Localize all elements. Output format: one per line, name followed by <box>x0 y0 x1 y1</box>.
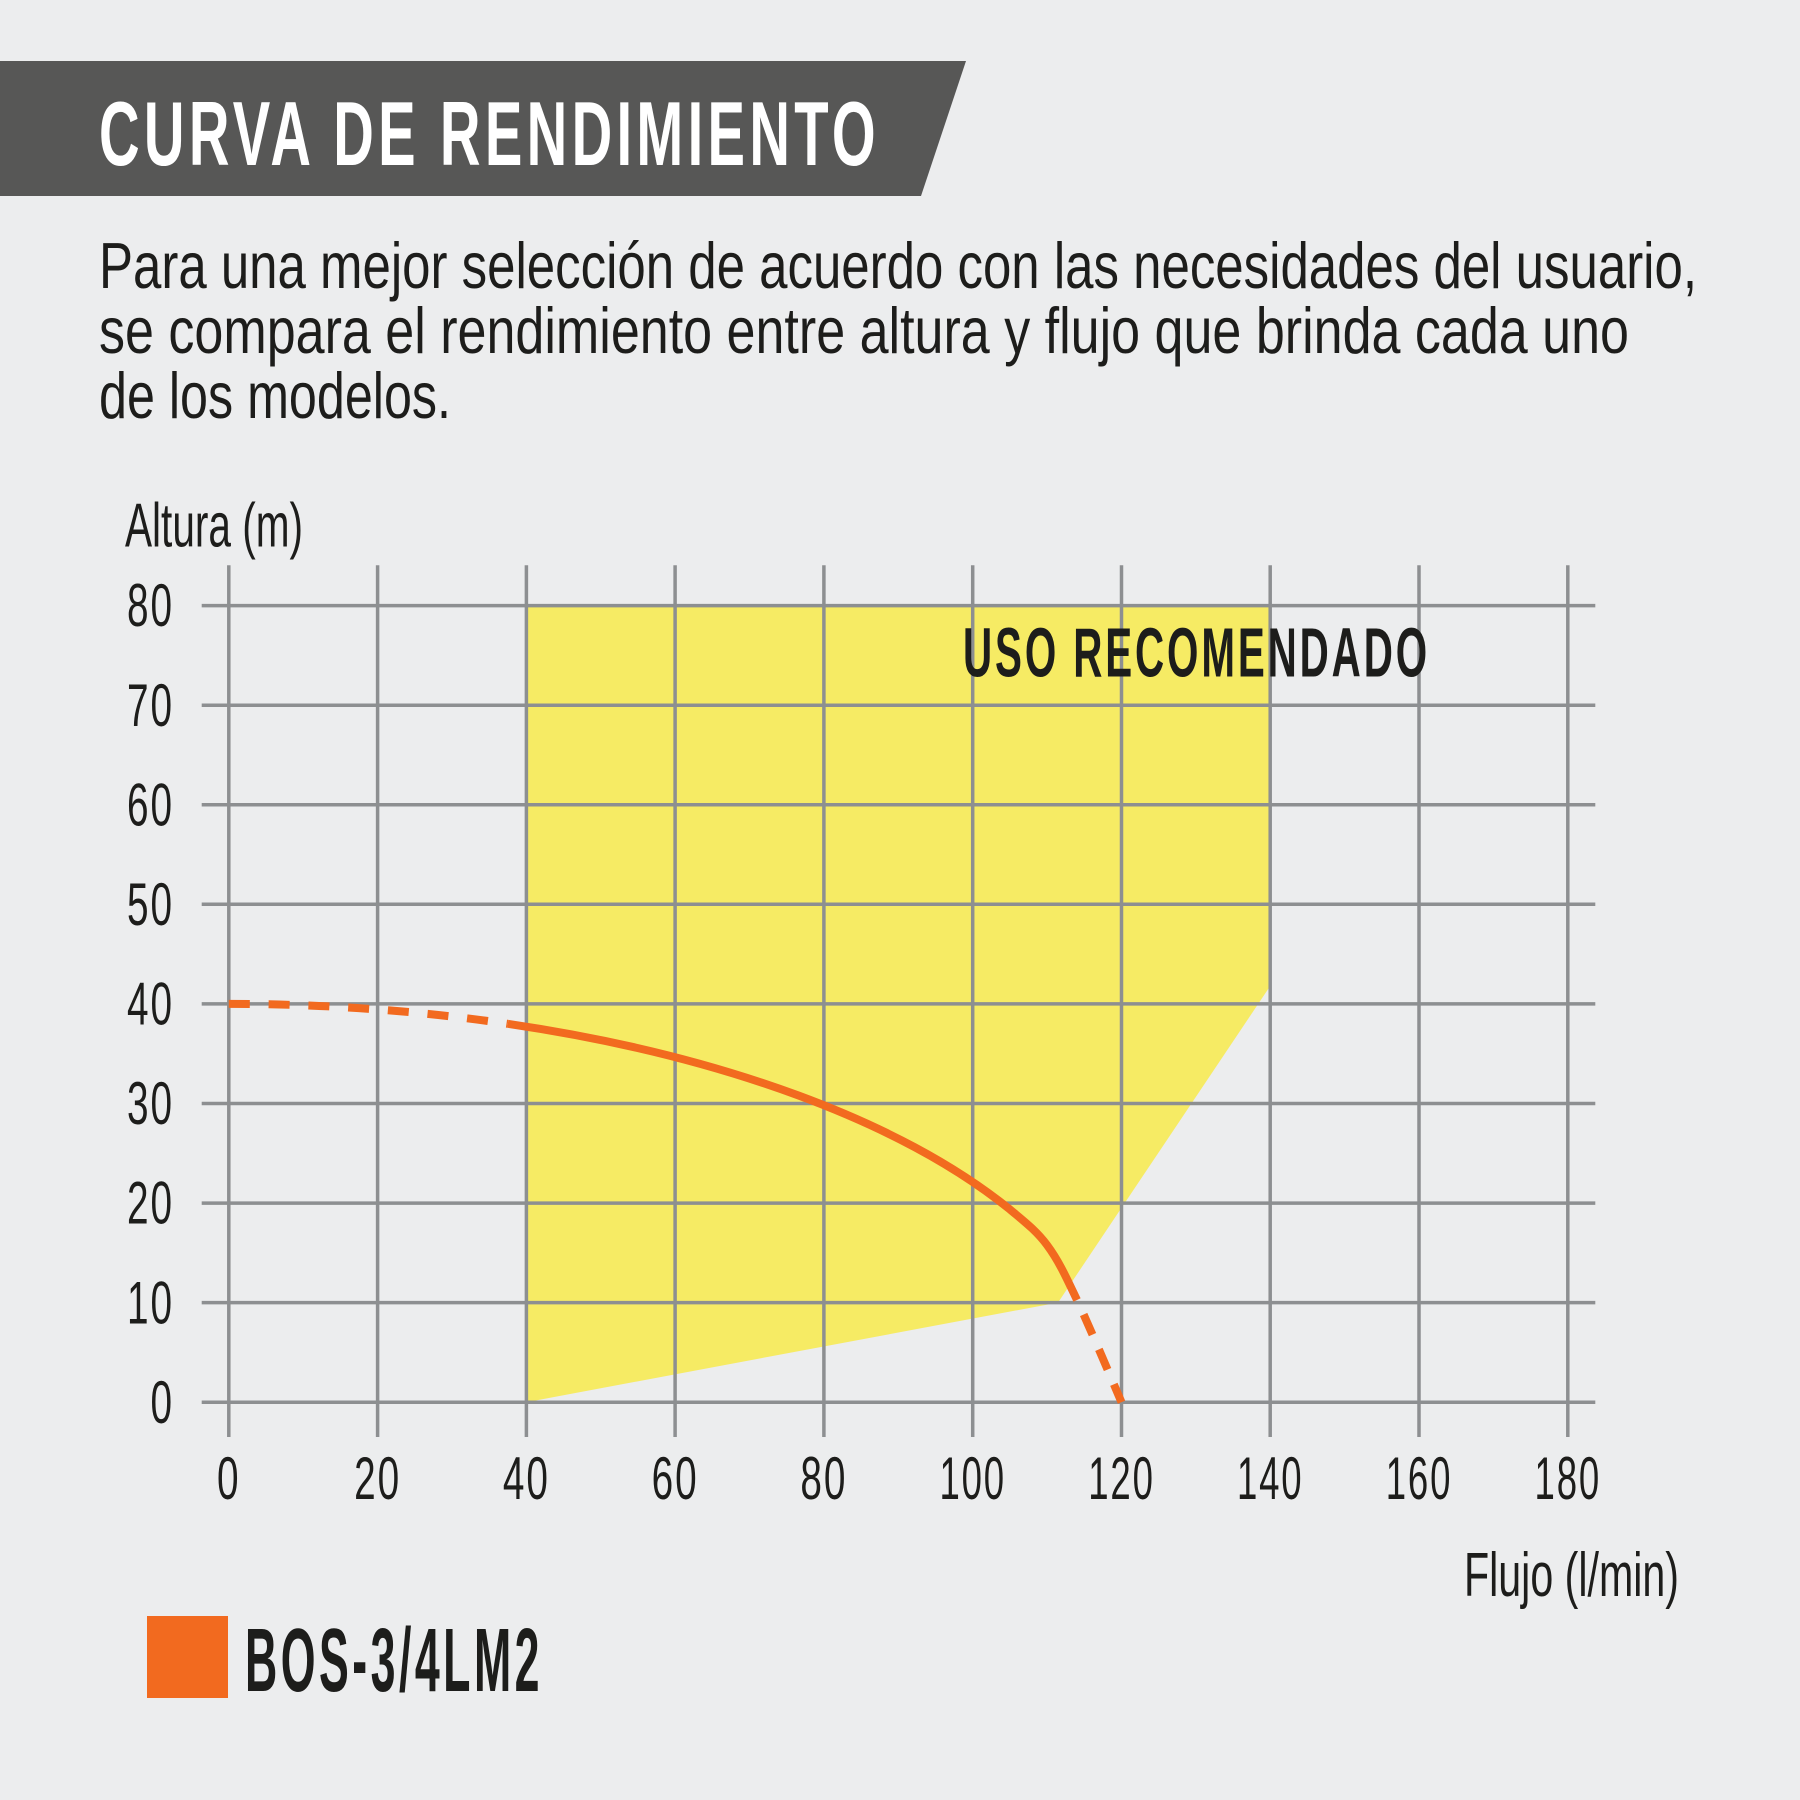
svg-text:Altura (m): Altura (m) <box>125 492 303 561</box>
svg-text:se compara el rendimiento entr: se compara el rendimiento entre altura y… <box>99 294 1629 367</box>
svg-text:120: 120 <box>1088 1445 1155 1512</box>
svg-text:BOS-3/4LM2: BOS-3/4LM2 <box>245 1611 543 1711</box>
svg-text:70: 70 <box>127 672 174 739</box>
svg-text:de los modelos.: de los modelos. <box>99 359 451 432</box>
svg-text:100: 100 <box>939 1445 1006 1512</box>
svg-text:USO RECOMENDADO: USO RECOMENDADO <box>963 614 1430 692</box>
svg-text:CURVA DE RENDIMIENTO: CURVA DE RENDIMIENTO <box>99 84 880 185</box>
svg-text:30: 30 <box>127 1070 174 1137</box>
svg-text:60: 60 <box>652 1445 699 1512</box>
svg-text:50: 50 <box>127 871 174 938</box>
svg-text:10: 10 <box>127 1269 174 1336</box>
svg-text:0: 0 <box>151 1369 175 1436</box>
svg-text:20: 20 <box>127 1170 174 1237</box>
svg-text:40: 40 <box>127 971 174 1038</box>
svg-text:80: 80 <box>800 1445 847 1512</box>
svg-text:80: 80 <box>127 572 174 639</box>
svg-text:160: 160 <box>1386 1445 1453 1512</box>
svg-text:Para una mejor selección de ac: Para una mejor selección de acuerdo con … <box>99 229 1697 302</box>
svg-text:60: 60 <box>127 771 174 838</box>
svg-text:0: 0 <box>217 1445 241 1512</box>
svg-text:140: 140 <box>1237 1445 1304 1512</box>
svg-text:180: 180 <box>1535 1445 1602 1512</box>
svg-text:20: 20 <box>354 1445 401 1512</box>
svg-text:Flujo (l/min): Flujo (l/min) <box>1464 1541 1679 1610</box>
svg-text:40: 40 <box>503 1445 550 1512</box>
